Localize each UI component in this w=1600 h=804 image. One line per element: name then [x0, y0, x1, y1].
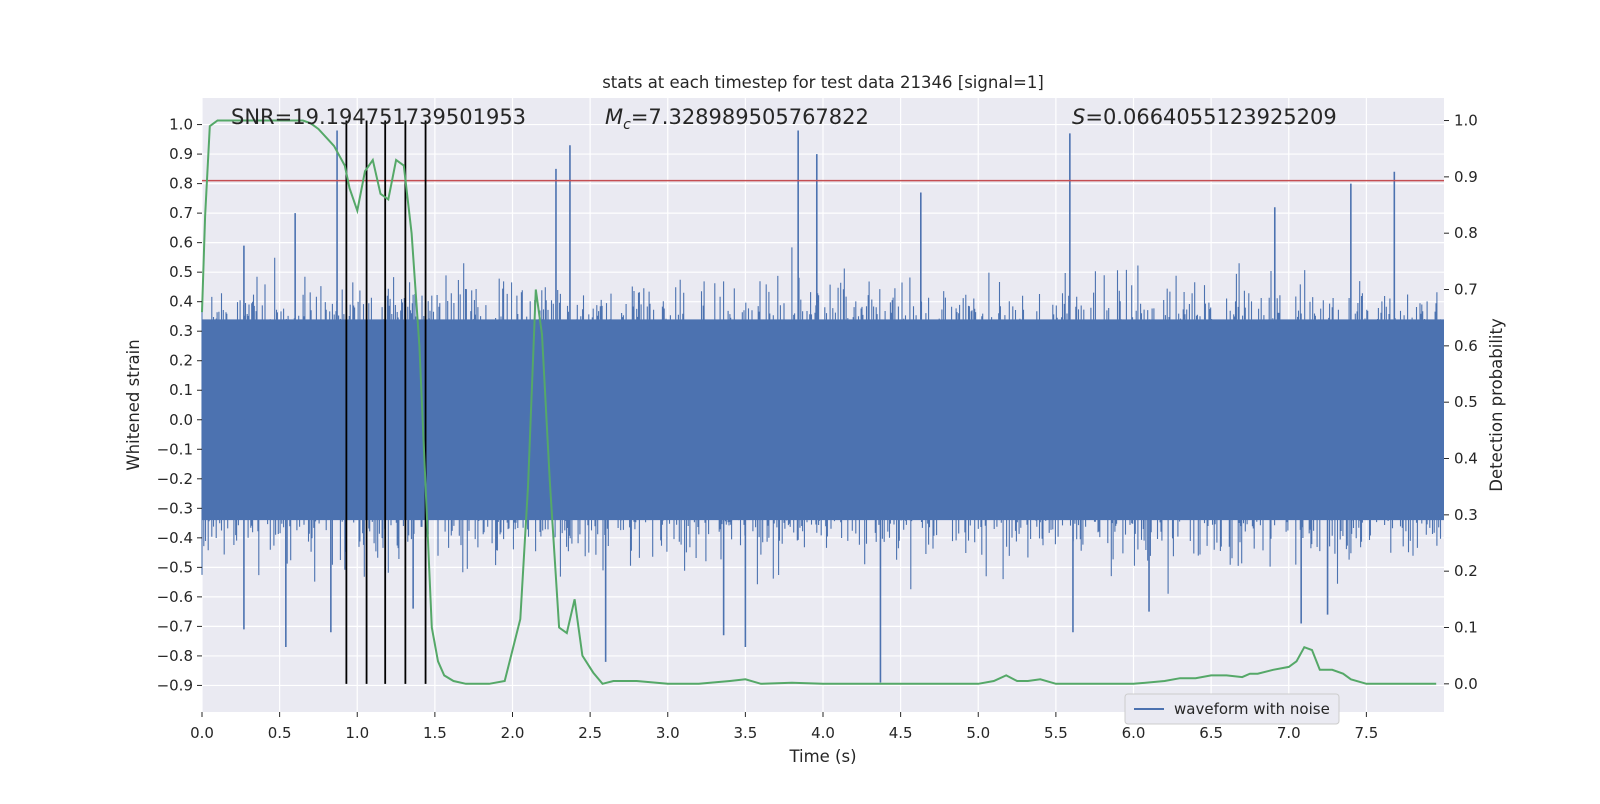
waveform-series: [201, 130, 1444, 683]
x-tick-label: 4.0: [811, 724, 835, 742]
y-left-tick-label: 0.9: [169, 145, 193, 163]
y-right-tick-label: 0.0: [1454, 675, 1478, 693]
x-tick-label: 0.5: [268, 724, 292, 742]
y-left-tick-label: 0.8: [169, 175, 193, 193]
marker-lines: [345, 120, 427, 684]
x-tick-label: 1.0: [345, 724, 369, 742]
y-left-axis-label: Whitened strain: [124, 339, 143, 470]
x-tick-label: 2.5: [578, 724, 602, 742]
y-right-tick-label: 0.3: [1454, 506, 1478, 524]
y-left-tick-label: −0.4: [157, 529, 193, 547]
x-axis-ticks: 0.0 0.5 1.0 1.5 2.0 2.5 3.0 3.5 4.0 4.5 5.0 5.5 6.0 6…: [190, 712, 1378, 742]
y-left-tick-label: 0.5: [169, 263, 193, 281]
y-right-tick-label: 0.1: [1454, 619, 1478, 637]
x-tick-label: 7.5: [1354, 724, 1378, 742]
y-left-tick-label: 0.7: [169, 204, 193, 222]
y-right-axis-ticks: 1.0 0.9 0.8 0.7 0.6 0.5 0.4 0.3 0.2 0.1 0.0: [1444, 112, 1478, 693]
x-tick-label: 7.0: [1277, 724, 1301, 742]
x-tick-label: 3.5: [733, 724, 757, 742]
y-right-tick-label: 0.4: [1454, 450, 1478, 468]
y-left-tick-label: −0.9: [157, 676, 193, 694]
y-left-tick-label: −0.3: [157, 499, 193, 517]
x-tick-label: 6.0: [1122, 724, 1146, 742]
snr-annotation: SNR=19.194751739501953: [231, 105, 526, 129]
waveform-core-band: [202, 319, 1444, 521]
probability-line: [201, 119, 1437, 685]
y-right-tick-label: 0.8: [1454, 224, 1478, 242]
probability-series: [201, 119, 1437, 685]
y-right-tick-label: 0.5: [1454, 393, 1478, 411]
y-left-tick-label: −0.5: [157, 558, 193, 576]
y-left-tick-label: −0.2: [157, 470, 193, 488]
y-right-tick-label: 0.7: [1454, 281, 1478, 299]
y-left-tick-label: 0.2: [169, 352, 193, 370]
x-tick-label: 5.0: [966, 724, 990, 742]
y-left-tick-label: 0.1: [169, 381, 193, 399]
legend-box: [1124, 693, 1340, 725]
x-tick-label: 0.0: [190, 724, 214, 742]
x-tick-label: 1.5: [423, 724, 447, 742]
y-left-tick-label: 1.0: [169, 116, 193, 134]
x-axis-label: Time (s): [788, 747, 856, 766]
y-left-tick-label: 0.3: [169, 322, 193, 340]
y-left-tick-label: −0.1: [157, 440, 193, 458]
y-right-axis-label: Detection probability: [1487, 318, 1506, 492]
y-left-tick-label: 0.4: [169, 293, 193, 311]
y-right-tick-label: 0.6: [1454, 337, 1478, 355]
s-annotation: S=0.0664055123925209: [1072, 105, 1337, 129]
y-right-tick-label: 0.9: [1454, 168, 1478, 186]
y-right-tick-label: 1.0: [1454, 112, 1478, 130]
x-tick-label: 5.5: [1044, 724, 1068, 742]
x-tick-label: 6.5: [1199, 724, 1223, 742]
y-left-tick-label: 0.6: [169, 234, 193, 252]
y-left-axis-ticks: 1.0 0.9 0.8 0.7 0.6 0.5 0.4 0.3 0.2 0.1 0.0 −0.1 −0.…: [157, 116, 202, 694]
chart-title: stats at each timestep for test data 213…: [602, 73, 1044, 92]
y-right-tick-label: 0.2: [1454, 562, 1478, 580]
y-left-tick-label: −0.8: [157, 647, 193, 665]
y-left-tick-label: −0.6: [157, 588, 193, 606]
x-tick-label: 2.0: [501, 724, 525, 742]
x-tick-label: 3.0: [656, 724, 680, 742]
y-left-tick-label: 0.0: [169, 411, 193, 429]
y-left-tick-label: −0.7: [157, 617, 193, 635]
chirp-mass-annotation: Mc=7.328989505767822: [605, 105, 869, 133]
x-tick-label: 4.5: [889, 724, 913, 742]
legend: waveform with noise: [1124, 693, 1340, 725]
legend-label-waveform: waveform with noise: [1174, 700, 1330, 718]
